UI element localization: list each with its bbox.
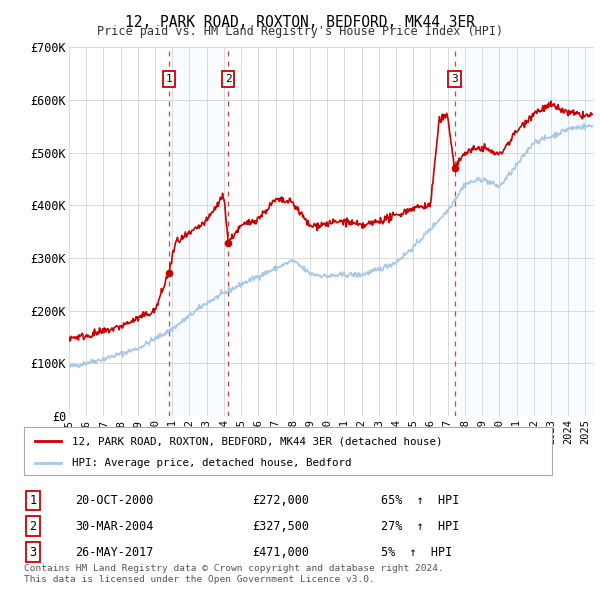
Bar xyxy=(455,47,594,416)
Text: 30-MAR-2004: 30-MAR-2004 xyxy=(75,520,154,533)
Text: 2: 2 xyxy=(29,520,37,533)
Text: 3: 3 xyxy=(451,74,458,84)
Text: 1: 1 xyxy=(29,494,37,507)
Text: HPI: Average price, detached house, Bedford: HPI: Average price, detached house, Bedf… xyxy=(71,458,351,468)
Text: 20-OCT-2000: 20-OCT-2000 xyxy=(75,494,154,507)
Text: 2: 2 xyxy=(225,74,232,84)
Text: £471,000: £471,000 xyxy=(252,546,309,559)
Text: Contains HM Land Registry data © Crown copyright and database right 2024.: Contains HM Land Registry data © Crown c… xyxy=(24,565,444,573)
Text: 12, PARK ROAD, ROXTON, BEDFORD, MK44 3ER (detached house): 12, PARK ROAD, ROXTON, BEDFORD, MK44 3ER… xyxy=(71,436,442,446)
Text: 3: 3 xyxy=(29,546,37,559)
Bar xyxy=(169,47,228,416)
Text: Price paid vs. HM Land Registry's House Price Index (HPI): Price paid vs. HM Land Registry's House … xyxy=(97,25,503,38)
Text: This data is licensed under the Open Government Licence v3.0.: This data is licensed under the Open Gov… xyxy=(24,575,375,584)
Text: 65%  ↑  HPI: 65% ↑ HPI xyxy=(381,494,460,507)
Text: 1: 1 xyxy=(166,74,172,84)
Text: 12, PARK ROAD, ROXTON, BEDFORD, MK44 3ER: 12, PARK ROAD, ROXTON, BEDFORD, MK44 3ER xyxy=(125,15,475,30)
Text: £272,000: £272,000 xyxy=(252,494,309,507)
Text: 26-MAY-2017: 26-MAY-2017 xyxy=(75,546,154,559)
Text: 27%  ↑  HPI: 27% ↑ HPI xyxy=(381,520,460,533)
Text: £327,500: £327,500 xyxy=(252,520,309,533)
Text: 5%  ↑  HPI: 5% ↑ HPI xyxy=(381,546,452,559)
